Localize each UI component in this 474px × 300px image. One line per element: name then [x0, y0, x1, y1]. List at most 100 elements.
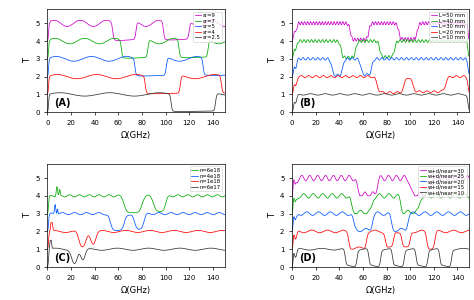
w+d/near=15: [421, 229, 427, 233]
L=20 mm: [321, 74, 327, 78]
εr=7: [160, 41, 165, 45]
w+d/near=30: [395, 176, 401, 180]
w+d/near=25: [352, 212, 357, 215]
Line: εr=2.5: εr=2.5: [47, 93, 225, 112]
X-axis label: Ω(GHz): Ω(GHz): [365, 131, 396, 140]
w+d/near=25: [421, 194, 427, 198]
L=30 mm: [321, 57, 327, 61]
L=20 mm: [395, 90, 401, 94]
L=10 mm: [466, 108, 472, 112]
L=50 mm: [435, 20, 441, 24]
w+d/near=10: [404, 248, 410, 252]
n=4e18: [45, 229, 50, 233]
n=1e18: [45, 247, 50, 251]
n=6e17: [151, 247, 156, 250]
εr=5: [45, 74, 50, 78]
εr=5: [177, 59, 182, 63]
w+d/near=20: [357, 230, 363, 233]
w+d/near=20: [395, 228, 401, 232]
εr=7: [45, 57, 50, 60]
L=50 mm: [421, 23, 427, 27]
n=1e18: [191, 229, 196, 233]
n=4e18: [191, 211, 196, 215]
n=4e18: [222, 213, 228, 216]
Line: w+d/near=15: w+d/near=15: [292, 230, 469, 249]
w+d/near=20: [289, 229, 295, 233]
w+d/near=25: [301, 192, 307, 195]
Line: εr=9: εr=9: [47, 21, 225, 41]
n=6e18: [222, 194, 228, 198]
n=6e18: [77, 193, 82, 196]
εr=5: [77, 58, 82, 62]
εr=2.5: [112, 91, 118, 95]
L=40 mm: [395, 41, 401, 44]
L=10 mm: [404, 93, 410, 97]
w+d/near=25: [395, 193, 401, 196]
L=40 mm: [466, 55, 472, 58]
L=30 mm: [404, 56, 410, 60]
w+d/near=30: [404, 179, 410, 183]
n=6e17: [77, 253, 82, 256]
n=1e18: [177, 230, 182, 233]
εr=7: [51, 37, 56, 40]
n=1e18: [77, 241, 82, 244]
w+d/near=15: [289, 247, 295, 251]
εr=5: [89, 55, 94, 58]
εr=4: [177, 87, 182, 91]
w+d/near=25: [466, 196, 472, 200]
εr=5: [222, 73, 228, 77]
εr=4: [77, 77, 82, 80]
n=4e18: [160, 212, 165, 216]
n=6e17: [191, 248, 196, 252]
L=40 mm: [321, 40, 327, 44]
Line: L=50 mm: L=50 mm: [292, 22, 469, 41]
n=6e17: [47, 238, 53, 242]
εr=9: [151, 20, 156, 24]
εr=9: [49, 19, 55, 22]
L=30 mm: [332, 74, 338, 78]
L=10 mm: [289, 110, 295, 114]
εr=5: [151, 74, 156, 77]
L=50 mm: [331, 20, 337, 23]
w+d/near=20: [356, 230, 361, 233]
n=1e18: [112, 231, 118, 234]
εr=2.5: [77, 94, 82, 98]
w+d/near=20: [457, 210, 463, 214]
εr=7: [151, 40, 156, 44]
w+d/near=30: [435, 176, 441, 180]
Legend: w+d/near=30, w+d/near=25, w+d/near=20, w+d/near=15, w+d/near=10: w+d/near=30, w+d/near=25, w+d/near=20, w…: [419, 167, 466, 197]
L=30 mm: [421, 58, 427, 61]
Text: (C): (C): [55, 253, 71, 263]
Line: εr=7: εr=7: [47, 38, 225, 58]
L=30 mm: [435, 58, 441, 61]
w+d/near=30: [289, 194, 295, 197]
εr=4: [222, 91, 228, 95]
εr=7: [222, 40, 228, 44]
εr=4: [112, 77, 118, 80]
Line: εr=4: εr=4: [47, 74, 225, 94]
Line: L=10 mm: L=10 mm: [292, 94, 469, 112]
X-axis label: Ω(GHz): Ω(GHz): [365, 286, 396, 295]
Text: (D): (D): [299, 253, 316, 263]
εr=9: [112, 38, 118, 42]
w+d/near=30: [357, 194, 363, 198]
εr=4: [151, 92, 156, 95]
L=20 mm: [466, 91, 472, 94]
w+d/near=30: [421, 194, 427, 198]
w+d/near=20: [321, 214, 327, 217]
n=6e18: [112, 195, 118, 198]
L=50 mm: [357, 38, 363, 42]
L=20 mm: [404, 77, 410, 80]
L=40 mm: [441, 38, 447, 41]
εr=7: [112, 37, 118, 40]
εr=9: [77, 19, 82, 22]
Line: L=40 mm: L=40 mm: [292, 40, 469, 59]
εr=2.5: [151, 91, 156, 95]
w+d/near=10: [289, 265, 295, 268]
Line: L=20 mm: L=20 mm: [292, 76, 469, 94]
L=20 mm: [357, 74, 363, 77]
w+d/near=25: [357, 208, 363, 212]
n=1e18: [48, 221, 54, 224]
Y-axis label: T: T: [268, 213, 277, 218]
L=30 mm: [395, 58, 401, 61]
